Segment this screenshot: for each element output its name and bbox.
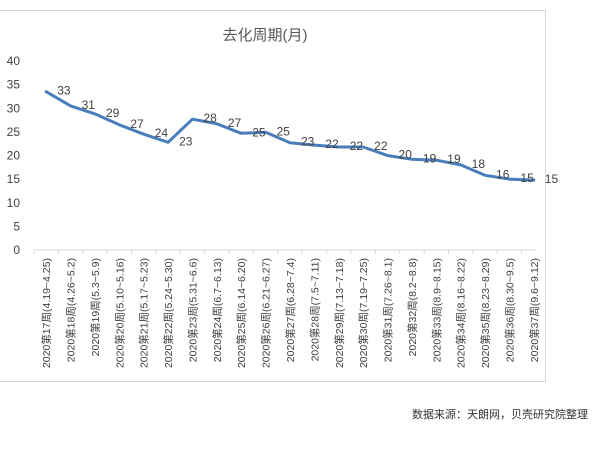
y-tick-label: 20 [7,149,21,163]
x-tick-label: 2020第24周(6.7~6.13) [211,258,224,362]
data-label: 24 [155,126,169,140]
data-label: 15 [520,171,534,185]
y-tick-label: 35 [7,78,21,92]
data-label: 27 [130,117,144,131]
x-tick-label: 2020第20周(5.10~5.16) [113,258,126,368]
y-tick-label: 15 [7,172,21,186]
y-tick-label: 5 [13,219,20,233]
data-label: 28 [203,111,217,125]
data-label: 33 [57,84,71,98]
x-tick-label: 2020第21周(5.17~5.23) [138,258,151,368]
x-tick-label: 2020第30周(7.19~7.25) [357,258,370,368]
x-tick-label: 2020第28周(7.5~7.11) [308,258,321,361]
data-label: 29 [106,106,120,120]
x-tick-label: 2020第29周(7.13~7.18) [333,258,346,368]
data-label: 19 [423,151,437,165]
x-tick-label: 2020第19周(5.3~5.9) [89,258,102,356]
x-tick-label: 2020第32周(8.2~8.8) [406,258,419,356]
y-tick-label: 25 [7,125,21,139]
x-tick-label: 2020第25周(6.14~6.20) [235,258,248,368]
x-tick-label: 2020第27周(6.28~7.4) [284,258,297,362]
y-tick-label: 0 [13,243,20,257]
chart-title: 去化周期(月) [223,27,308,44]
data-label: 22 [374,139,388,153]
y-tick-label: 40 [7,54,21,68]
data-label: 25 [277,124,291,138]
x-tick-label: 2020第31周(7.26~8.1) [382,258,395,362]
y-tick-label: 30 [7,101,21,115]
x-tick-label: 2020第23周(5.31~6.6) [186,258,199,362]
data-labels: 33 31 29 27 24 23 28 27 25 25 23 22 22 22 20 19 19 18 16 15… [57,84,558,186]
data-label: 31 [82,98,96,112]
chart-frame [0,10,546,382]
data-label: 27 [228,116,242,130]
x-tick-label: 2020第35周(8.23~8.29) [479,258,492,368]
x-tick-label: 2020第26周(6.21~6.27) [260,258,273,368]
x-tick-label: 2020第34周(8.16~8.22) [455,258,468,368]
x-tick-label: 2020第18周(4.26~5.2) [65,258,78,362]
data-label: 25 [252,125,266,139]
y-tick-label: 10 [7,196,21,210]
data-label: 20 [399,148,413,162]
source-note: 数据来源：天朗网，贝壳研究院整理 [412,408,588,421]
data-label: 23 [301,135,315,149]
x-tick-label: 2020第17周(4.19~4.25) [40,258,53,368]
x-tick-label: 2020第33周(8.9~8.15) [430,258,443,362]
y-axis: 0 5 10 15 20 25 30 35 40 [7,54,21,257]
data-label: 16 [496,167,510,181]
data-label: 18 [472,157,486,171]
data-label: 22 [350,139,364,153]
data-label: 22 [325,137,339,151]
x-axis: 2020第17周(4.19~4.25) 2020第18周(4.26~5.2) 202… [33,250,541,368]
series-line [44,90,536,182]
x-tick-label: 2020第37周(9.6~9.12) [528,258,541,362]
x-tick-label: 2020第36周(8.30~9.5) [503,258,516,362]
data-label: 19 [447,152,461,166]
data-label: 23 [179,134,193,148]
x-tick-label: 2020第22周(5.24~5.30) [162,258,175,368]
data-label: 15 [545,172,559,186]
